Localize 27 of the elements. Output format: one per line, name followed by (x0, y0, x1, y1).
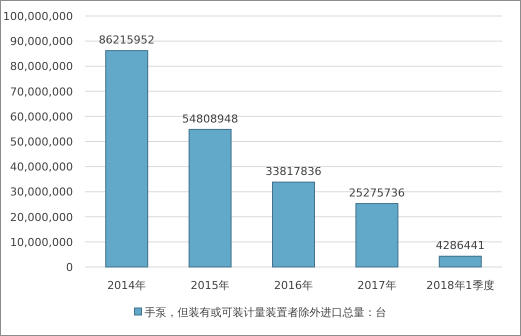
y-tick-label: 60,000,000 (10, 110, 73, 124)
bar (438, 256, 482, 268)
y-tick-label: 80,000,000 (10, 60, 73, 74)
y-tick-label: 0 (66, 261, 73, 274)
data-label: 86215952 (98, 34, 155, 47)
data-label: 4286441 (436, 239, 485, 252)
y-tick-label: 90,000,000 (10, 35, 73, 48)
x-tick-label: 2015年 (190, 279, 230, 292)
y-tick-label: 40,000,000 (10, 160, 73, 174)
data-label: 25275736 (348, 186, 405, 200)
y-tick-label: 50,000,000 (10, 136, 73, 148)
legend-label: 手泵，但装有或可装计量装置者除外进口总量：台 (144, 306, 386, 319)
y-tick-label: 30,000,000 (10, 186, 73, 199)
bar (355, 203, 398, 268)
x-tick-label: 2014年 (107, 279, 146, 292)
bar (188, 128, 232, 268)
x-tick-label: 2016年 (274, 279, 313, 292)
x-tick-label: 2018年1季度 (426, 279, 494, 292)
y-tick-label: 10,000,000 (10, 236, 73, 249)
data-label: 33817836 (266, 165, 322, 178)
y-tick-label: 20,000,000 (10, 210, 73, 224)
bar (272, 182, 315, 268)
y-tick-label: 100,000,000 (3, 10, 73, 23)
bar (105, 50, 148, 268)
y-tick-label: 70,000,000 (10, 85, 73, 98)
data-label: 54808948 (182, 112, 238, 126)
x-tick-label: 2017年 (357, 279, 396, 292)
